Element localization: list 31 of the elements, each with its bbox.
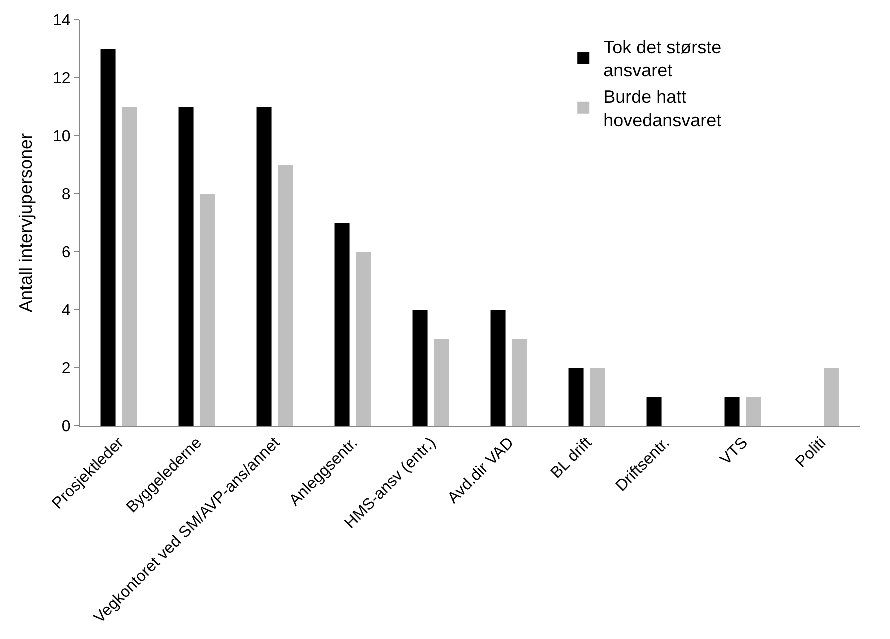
bar bbox=[100, 49, 116, 426]
y-tick-label: 6 bbox=[62, 244, 71, 262]
bar bbox=[178, 107, 194, 426]
bar bbox=[434, 339, 450, 426]
legend-label: Burde hatt hovedansvaret bbox=[604, 87, 722, 131]
bar bbox=[412, 310, 428, 426]
bar bbox=[334, 223, 350, 426]
bar bbox=[824, 368, 840, 426]
bar bbox=[590, 368, 606, 426]
bar bbox=[568, 368, 584, 426]
bar bbox=[490, 310, 506, 426]
y-tick-label: 2 bbox=[62, 360, 71, 378]
bar bbox=[724, 397, 740, 426]
bar bbox=[122, 107, 138, 426]
y-tick-label: 0 bbox=[62, 418, 71, 436]
bar bbox=[256, 107, 272, 426]
x-tick-label: VTS bbox=[717, 434, 752, 469]
y-tick-label: 10 bbox=[53, 128, 71, 146]
bar bbox=[356, 252, 372, 426]
y-tick-label: 14 bbox=[53, 12, 71, 30]
y-tick-label: 8 bbox=[62, 186, 71, 204]
y-tick-label: 12 bbox=[53, 70, 71, 88]
legend-label: Tok det største ansvaret bbox=[604, 37, 722, 81]
y-tick-label: 4 bbox=[62, 302, 71, 320]
y-axis-title: Antall intervjupersoner bbox=[16, 133, 36, 313]
bar bbox=[200, 194, 216, 426]
bar bbox=[646, 397, 662, 426]
bar bbox=[278, 165, 294, 426]
bar bbox=[746, 397, 762, 426]
x-tick-label: BL drift bbox=[548, 434, 596, 482]
bar bbox=[512, 339, 528, 426]
